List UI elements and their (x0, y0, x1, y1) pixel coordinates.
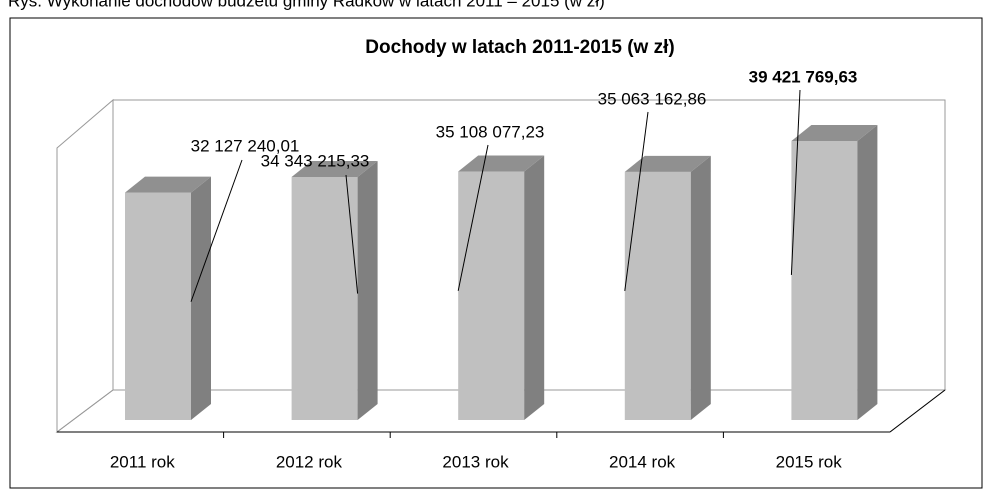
leader-line (624, 111, 649, 292)
bar-top (291, 160, 378, 177)
data-label: 32 127 240,01 (191, 136, 300, 155)
bar-side (857, 125, 878, 420)
data-label: 35 108 077,23 (436, 122, 545, 141)
caption: Rys. Wykonanie dochodów budżetu gminy Ra… (8, 0, 605, 10)
bar-top (458, 155, 545, 172)
bar-side (357, 160, 378, 420)
bar-top (125, 176, 211, 193)
side-wall (56, 98, 114, 433)
bar (291, 176, 358, 420)
bar-side (191, 176, 211, 420)
chart-title: Dochody w latach 2011-2015 (w zł) (365, 37, 674, 58)
bar (125, 192, 191, 420)
x-tick-label: 2013 rok (442, 452, 509, 471)
x-tick-label: 2015 rok (776, 452, 843, 471)
bar (791, 141, 858, 420)
bar-side (690, 155, 711, 420)
leader-line (457, 144, 489, 291)
bar-top (624, 155, 711, 172)
x-tick-label: 2012 rok (276, 452, 343, 471)
leader-line (190, 159, 243, 302)
leader-line (790, 89, 801, 275)
bar-side (524, 155, 545, 420)
bar (458, 171, 525, 420)
data-label: 39 421 769,63 (749, 67, 858, 86)
data-label: 34 343 215,33 (261, 151, 370, 170)
chart-frame (9, 17, 983, 489)
x-tick-label: 2014 rok (609, 452, 676, 471)
x-tick-label: 2011 rok (110, 452, 175, 471)
leader-line (345, 174, 359, 294)
x-axis-depth (889, 389, 946, 433)
bar-top (791, 125, 878, 141)
data-label: 35 063 162,86 (598, 89, 707, 108)
bar (624, 171, 691, 420)
